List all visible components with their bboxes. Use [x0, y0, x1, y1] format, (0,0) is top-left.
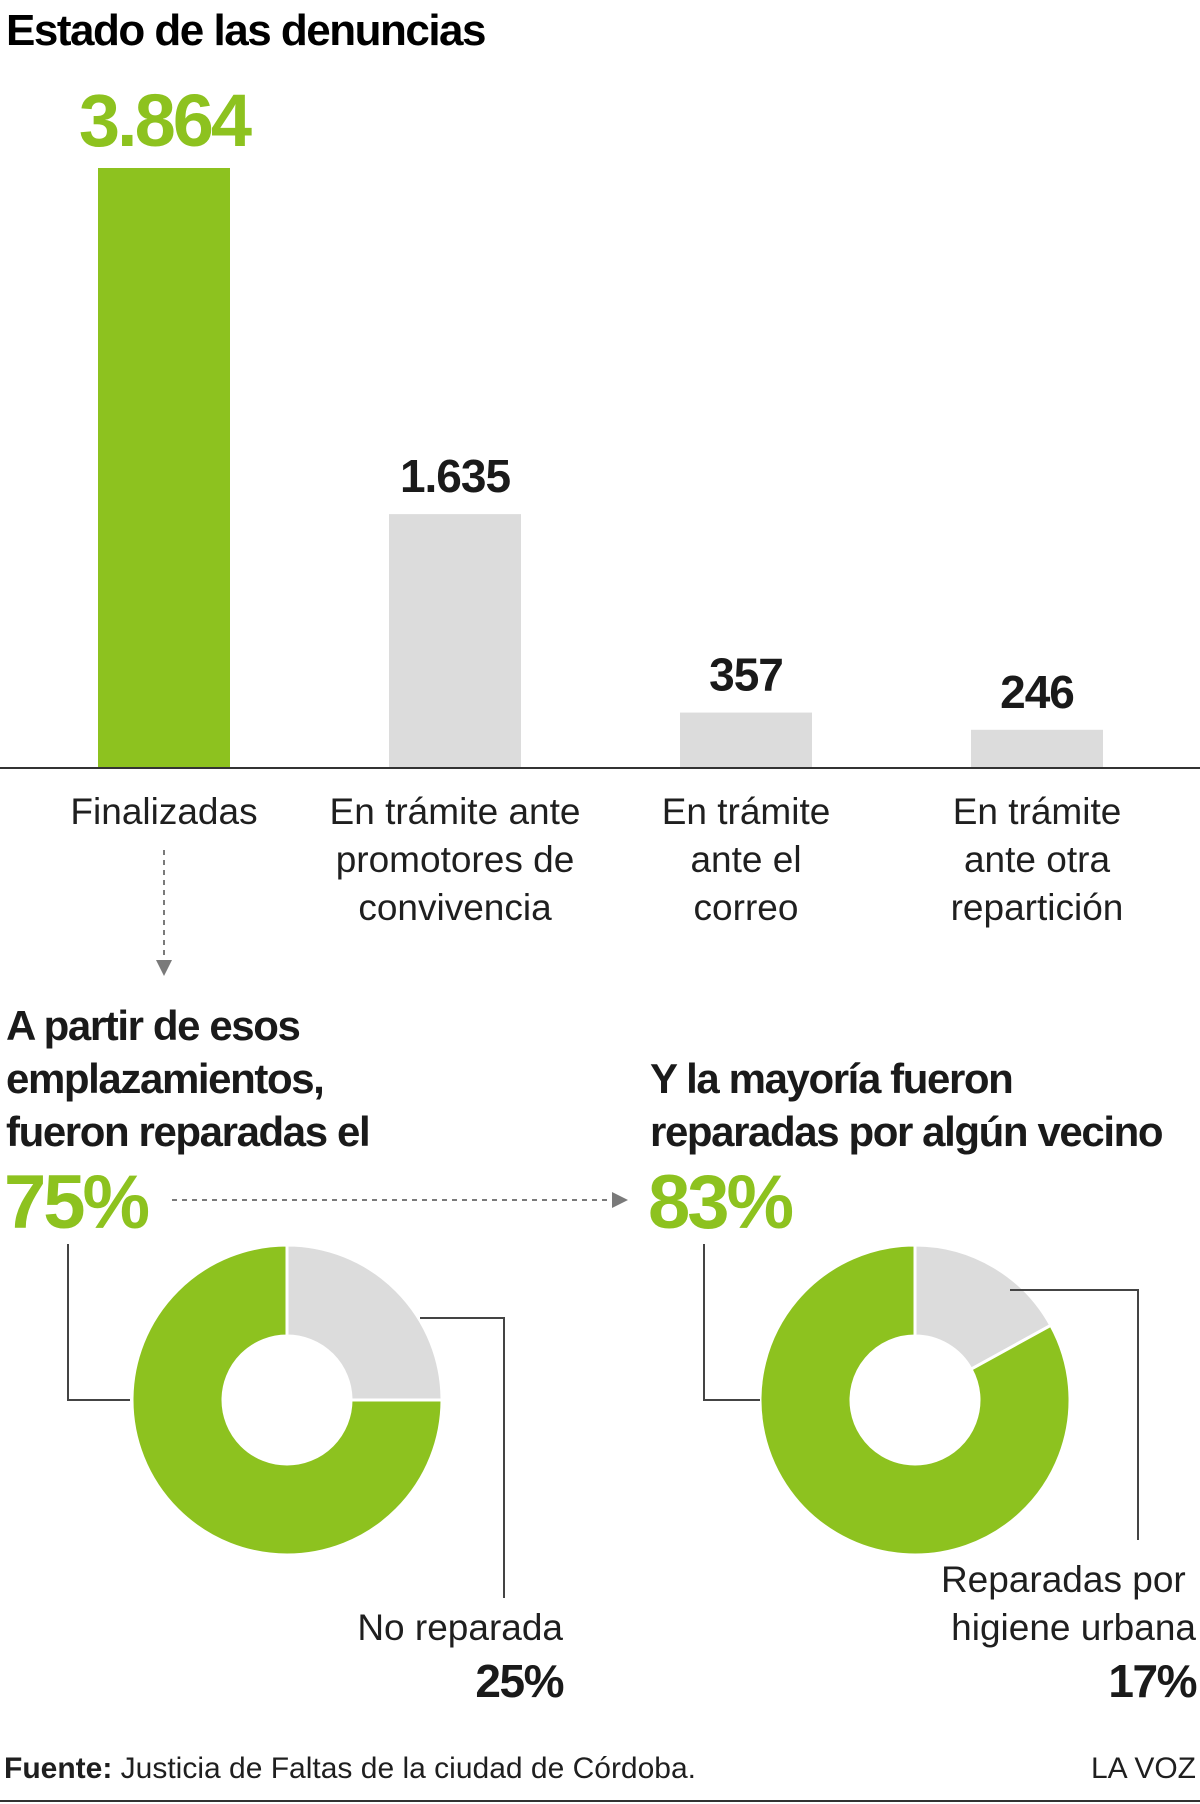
bar-category-label-2: En trámite ante el correo	[662, 791, 831, 928]
brand-logo: LA VOZ	[1091, 1752, 1196, 1785]
donut1-slice-label: No reparada	[357, 1607, 563, 1648]
donut1-headline: 75%	[4, 1160, 149, 1245]
donut1-slice-value: 25%	[475, 1655, 563, 1707]
bar-value-label-3: 246	[1000, 666, 1074, 718]
donut1-left-leader	[67, 1244, 130, 1401]
donut1-slice-0	[130, 1243, 444, 1557]
bar-category-labels: Finalizadas En trámite ante promotores de c…	[70, 791, 1123, 928]
bar-chart: 3.864 1.635 357 246	[79, 79, 1103, 768]
bar-category-label-1: En trámite ante promotores de convivencia	[330, 791, 581, 928]
donut1-heading: A partir de esos emplazamientos, fueron …	[6, 1002, 369, 1155]
donut-chart-repaired-by	[758, 1243, 1072, 1557]
bar-2	[680, 712, 812, 768]
donut2-left-leader	[703, 1244, 760, 1401]
source-note: Fuente: Justicia de Faltas de la ciudad …	[4, 1752, 696, 1785]
bar-value-label-1: 1.635	[400, 450, 511, 502]
donut2-right-leader	[1010, 1289, 1139, 1540]
bar-1	[389, 514, 521, 768]
bar-value-label-0: 3.864	[79, 79, 252, 162]
bar-category-label-0: Finalizadas	[70, 791, 257, 832]
donut2-slice-1	[913, 1243, 1053, 1372]
donut1-right-leader	[420, 1317, 505, 1598]
donut2-slice-0	[758, 1243, 1072, 1557]
donut2-slice-value: 17%	[1108, 1655, 1196, 1707]
bar-0	[98, 168, 230, 768]
donut2-headline: 83%	[648, 1160, 793, 1245]
donut2-heading: Y la mayoría fueron reparadas por algún …	[650, 1055, 1163, 1155]
donut1-slice-1	[285, 1243, 444, 1402]
bar-3	[971, 729, 1103, 768]
donut2-slice-label: Reparadas por higiene urbana	[941, 1559, 1196, 1648]
source-label: Fuente:	[4, 1752, 112, 1785]
bar-chart-title: Estado de las denuncias	[6, 6, 485, 55]
bar-category-label-3: En trámite ante otra repartición	[951, 791, 1124, 928]
bar-value-label-2: 357	[709, 649, 783, 701]
donut-chart-repaired	[130, 1243, 444, 1557]
source-text: Justicia de Faltas de la ciudad de Córdo…	[112, 1752, 696, 1785]
